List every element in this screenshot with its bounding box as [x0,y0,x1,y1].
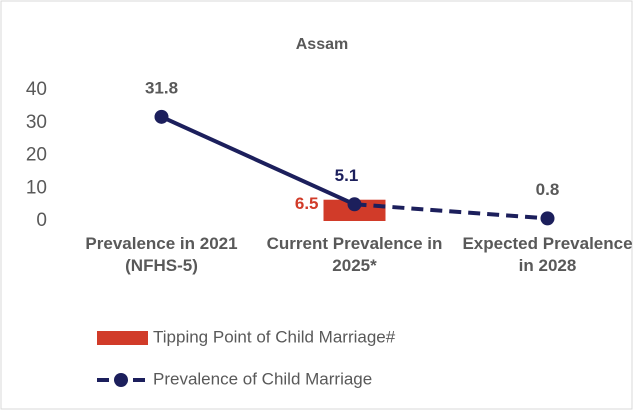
line-segment [160,115,356,207]
chart-title: Assam [296,36,348,53]
data-label: 6.5 [295,194,319,213]
y-tick-label: 30 [26,112,47,133]
x-tick-label: Expected Prevalence in 2028 [462,234,633,275]
y-tick-label: 10 [26,177,47,198]
line-segment [354,202,548,221]
y-tick-label: 40 [26,79,47,100]
legend-label: Tipping Point of Child Marriage# [153,327,396,346]
legend-swatch [97,331,148,345]
line-marker [347,197,362,212]
y-tick-label: 20 [26,145,47,166]
y-tick-label: 0 [36,210,47,231]
line-marker [154,109,169,124]
data-label: 5.1 [335,166,359,185]
data-label: 0.8 [536,180,560,199]
legend-label: Prevalence of Child Marriage [153,369,372,388]
line-marker [540,211,555,226]
x-tick-label: Current Prevalence in 2025* [266,234,443,275]
x-tick-label: Prevalence in 2021 (NFHS-5) [85,234,238,275]
legend-marker [114,373,128,387]
data-label: 31.8 [145,78,178,97]
